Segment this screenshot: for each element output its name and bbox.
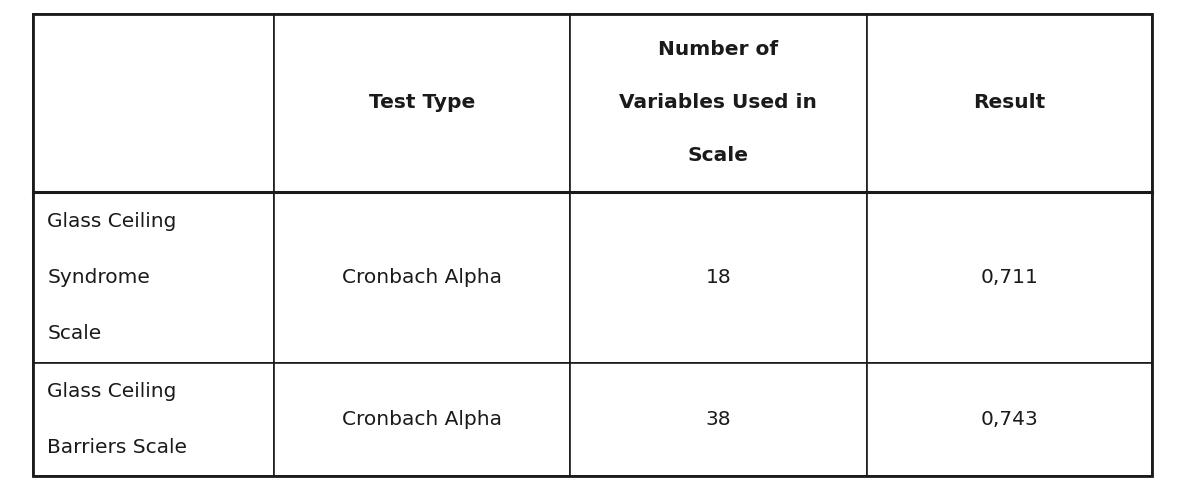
Text: Test Type: Test Type — [369, 93, 475, 112]
Bar — [570, 14, 866, 192]
Text: 0,743: 0,743 — [980, 410, 1038, 429]
Text: Glass Ceiling

Barriers Scale: Glass Ceiling Barriers Scale — [47, 382, 187, 457]
Text: Result: Result — [973, 93, 1045, 112]
Bar — [274, 192, 570, 363]
Bar — [274, 14, 570, 192]
Bar — [866, 14, 1152, 192]
Bar — [866, 363, 1152, 476]
Bar — [866, 192, 1152, 363]
Bar — [33, 192, 274, 363]
Bar — [33, 363, 274, 476]
Text: Cronbach Alpha: Cronbach Alpha — [342, 268, 502, 287]
Text: 0,711: 0,711 — [980, 268, 1038, 287]
Bar — [570, 363, 866, 476]
Text: Number of

Variables Used in

Scale: Number of Variables Used in Scale — [620, 40, 818, 165]
Bar — [274, 363, 570, 476]
Bar — [33, 14, 274, 192]
Text: 38: 38 — [705, 410, 731, 429]
Text: Glass Ceiling

Syndrome

Scale: Glass Ceiling Syndrome Scale — [47, 212, 177, 343]
Text: 18: 18 — [705, 268, 731, 287]
Bar — [570, 192, 866, 363]
Text: Cronbach Alpha: Cronbach Alpha — [342, 410, 502, 429]
